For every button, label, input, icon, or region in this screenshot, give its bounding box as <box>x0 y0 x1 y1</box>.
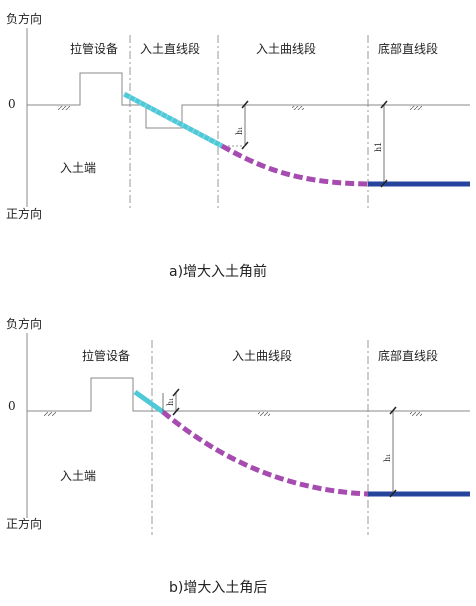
section-bottom-b: 底部直线段 <box>378 348 438 363</box>
axis-negative-b: 负方向 <box>6 316 42 331</box>
zero-label-b: 0 <box>8 399 16 413</box>
section-straight-entry-a: 入土直线段 <box>140 41 200 56</box>
caption-a: a)增大入土角前 <box>169 263 267 280</box>
straight-entry-pipe-a <box>122 91 224 149</box>
curve-pipe-a <box>220 143 369 187</box>
entry-end-a: 入土端 <box>60 161 96 175</box>
soil-hatch-b-3 <box>410 412 422 416</box>
ground-line-a <box>27 72 470 129</box>
dim-h1-left-b: h₁ <box>166 398 175 406</box>
axis-negative-a: 负方向 <box>6 11 42 26</box>
zero-label-a: 0 <box>8 97 16 111</box>
section-pulling-a: 拉管设备 <box>70 41 118 56</box>
axis-positive-a: 正方向 <box>6 206 42 221</box>
soil-hatch-a-1 <box>58 106 70 110</box>
dim-h1-right-b: h₁ <box>383 454 392 462</box>
section-curve-b: 入土曲线段 <box>232 348 292 363</box>
axis-positive-b: 正方向 <box>6 516 42 531</box>
soil-hatch-a-3 <box>410 106 422 110</box>
ground-line-b <box>27 377 470 412</box>
caption-b: b)增大入土角后 <box>169 580 267 596</box>
section-curve-a: 入土曲线段 <box>256 41 316 56</box>
soil-hatch-a-2 <box>292 106 304 110</box>
soil-hatch-b-2 <box>258 412 270 416</box>
soil-hatch-b-1 <box>44 412 56 416</box>
straight-entry-pipe-b <box>133 389 165 415</box>
section-bottom-a: 底部直线段 <box>378 41 438 56</box>
curve-pipe-b <box>161 410 369 497</box>
diagram-b: 负方向 正方向 0 拉管设备 入土曲线段 底部直线段 入土端 h₁ h₁ b)增… <box>6 316 470 596</box>
diagram-a: 负方向 正方向 0 拉管设备 入土直线段 入土曲线段 底部直线段 入土端 h₁ … <box>6 11 470 280</box>
entry-end-b: 入土端 <box>60 469 96 483</box>
section-pulling-b: 拉管设备 <box>82 348 130 363</box>
dim-h1-right-a: h1 <box>374 142 383 152</box>
dim-h1-left-a: h₁ <box>235 127 244 135</box>
